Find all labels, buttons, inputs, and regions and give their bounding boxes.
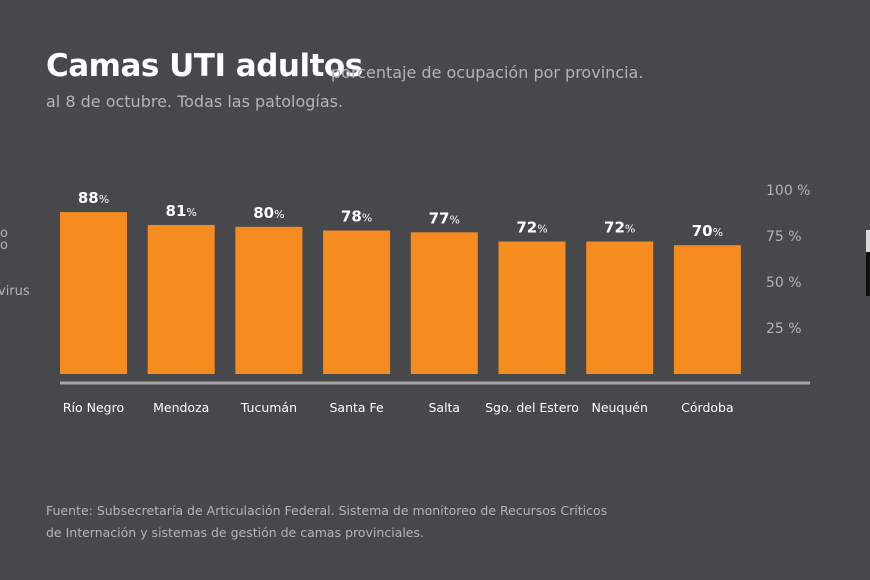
bar xyxy=(147,224,215,374)
x-tick-label: Sgo. del Estero xyxy=(485,400,579,415)
cropped-edge-element xyxy=(866,252,870,296)
chart-date-note: al 8 de octubre. Todas las patologías. xyxy=(46,92,344,111)
data-label: 80% xyxy=(253,204,284,222)
x-tick-label: Tucumán xyxy=(240,400,297,415)
bar xyxy=(323,230,391,374)
y-tick-label: 100 % xyxy=(766,183,810,199)
source-note: Fuente: Subsecretaría de Articulación Fe… xyxy=(46,500,607,544)
data-label: 70% xyxy=(692,222,723,240)
source-line-1: Fuente: Subsecretaría de Articulación Fe… xyxy=(46,503,608,518)
bar xyxy=(60,212,127,374)
bar xyxy=(498,241,566,374)
data-label: 72% xyxy=(516,219,547,237)
y-tick-label: 25 % xyxy=(766,321,802,337)
data-label: 78% xyxy=(341,207,372,225)
x-tick-label: Santa Fe xyxy=(329,400,384,415)
bar xyxy=(235,226,303,374)
y-tick-label: 75 % xyxy=(766,229,802,245)
y-tick-label: 50 % xyxy=(766,275,802,291)
data-label: 81% xyxy=(166,202,197,220)
bar xyxy=(673,245,741,374)
x-tick-label: Neuquén xyxy=(591,400,647,415)
chart-title: Camas UTI adultos xyxy=(46,48,363,84)
data-label: 77% xyxy=(429,209,460,227)
source-line-2: de Internación y sistemas de gestión de … xyxy=(46,525,424,540)
bar xyxy=(586,241,654,374)
data-label: 88% xyxy=(78,189,109,207)
cropped-text-fragment: virus xyxy=(0,284,30,299)
cropped-text-fragment: o xyxy=(0,238,8,253)
x-tick-label: Córdoba xyxy=(681,400,733,415)
chart-subtitle: porcentaje de ocupación por provincia. xyxy=(331,63,644,82)
data-label: 72% xyxy=(604,219,635,237)
x-tick-label: Mendoza xyxy=(153,400,209,415)
cropped-edge-element xyxy=(866,230,870,252)
x-tick-label: Salta xyxy=(428,400,460,415)
x-tick-label: Río Negro xyxy=(63,400,124,415)
cropped-text-fragment: o xyxy=(0,226,8,241)
bar xyxy=(410,232,478,374)
